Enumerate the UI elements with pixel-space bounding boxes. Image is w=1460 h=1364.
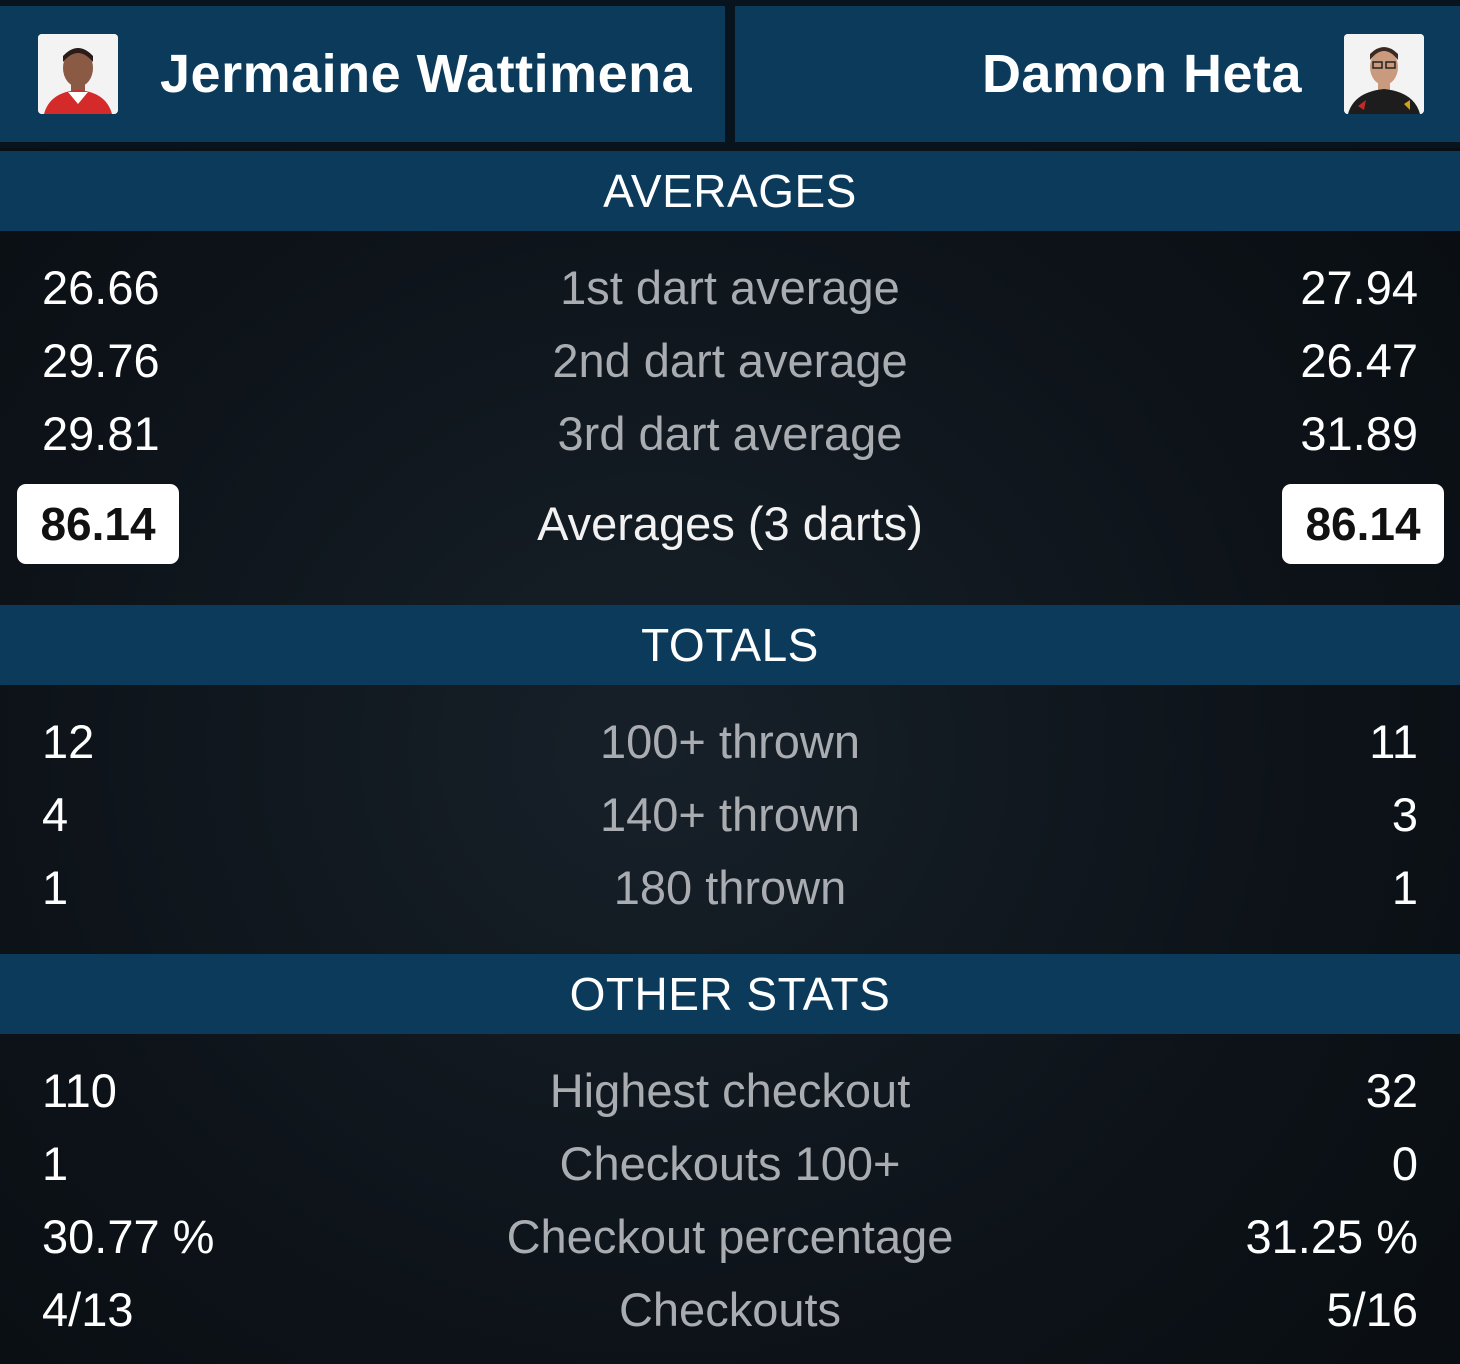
left-value: 26.66 (42, 261, 160, 314)
left-value: 110 (42, 1064, 117, 1117)
player-photo-icon (1344, 34, 1424, 114)
right-value: 3 (1391, 788, 1418, 841)
right-value: 31.25 % (1245, 1210, 1418, 1263)
stat-label: Checkouts (618, 1283, 842, 1336)
stat-row-180-thrown: 1 180 thrown 1 (0, 851, 1460, 924)
left-value: 29.81 (42, 407, 160, 460)
stat-label: 1st dart average (560, 261, 900, 314)
right-value: 32 (1365, 1064, 1418, 1117)
stat-row-checkouts: 4/13 Checkouts 5/16 (0, 1273, 1460, 1346)
stat-label: 2nd dart average (552, 334, 908, 387)
left-value: 29.76 (42, 334, 160, 387)
stat-label: 140+ thrown (600, 788, 860, 841)
left-value: 30.77 % (42, 1210, 215, 1263)
right-value: 1 (1391, 861, 1418, 914)
left-value: 4 (42, 788, 69, 841)
right-value: 5/16 (1326, 1283, 1418, 1336)
stat-row-3rd-dart-average: 29.81 3rd dart average 31.89 (0, 397, 1460, 470)
left-value: 4/13 (42, 1283, 134, 1336)
stat-row-140-thrown: 4 140+ thrown 3 (0, 778, 1460, 851)
stat-row-2nd-dart-average: 29.76 2nd dart average 26.47 (0, 324, 1460, 397)
right-value: 11 (1369, 715, 1418, 768)
stat-label: Highest checkout (549, 1064, 911, 1117)
player-photo-icon (38, 34, 118, 114)
left-average-badge: 86.14 (17, 484, 179, 564)
stat-row-3-dart-average: 86.14 Averages (3 darts) 86.14 (0, 484, 1460, 564)
section-totals-header: TOTALS (0, 605, 1460, 685)
player-left-avatar (38, 34, 118, 114)
right-value: 26.47 (1300, 334, 1418, 387)
player-right-avatar (1344, 34, 1424, 114)
stat-label: 180 thrown (613, 861, 847, 914)
section-averages-header: AVERAGES (0, 151, 1460, 231)
stat-label: Checkout percentage (506, 1210, 954, 1263)
right-average-badge: 86.14 (1282, 484, 1444, 564)
right-value: 27.94 (1300, 261, 1418, 314)
section-other-stats-header: OTHER STATS (0, 954, 1460, 1034)
player-left-panel[interactable]: Jermaine Wattimena (0, 6, 725, 142)
right-value: 31.89 (1300, 407, 1418, 460)
player-left-name: Jermaine Wattimena (160, 44, 693, 104)
left-value: 1 (42, 1137, 69, 1190)
stat-row-checkouts-100: 1 Checkouts 100+ 0 (0, 1127, 1460, 1200)
stat-label: 3rd dart average (557, 407, 903, 460)
stat-row-highest-checkout: 110 Highest checkout 32 (0, 1054, 1460, 1127)
stat-label: 100+ thrown (600, 715, 860, 768)
stat-row-100-thrown: 12 100+ thrown 11 (0, 705, 1460, 778)
player-right-name: Damon Heta (981, 44, 1302, 104)
left-value: 12 (42, 715, 95, 768)
right-value: 0 (1391, 1137, 1418, 1190)
stat-row-1st-dart-average: 26.66 1st dart average 27.94 (0, 251, 1460, 324)
stat-row-checkout-percentage: 30.77 % Checkout percentage 31.25 % (0, 1200, 1460, 1273)
player-right-panel[interactable]: Damon Heta (735, 6, 1460, 142)
left-value: 1 (42, 861, 69, 914)
stat-label: Averages (3 darts) (537, 497, 923, 550)
match-header: Jermaine Wattimena Damon Heta (0, 0, 1460, 148)
stat-label: Checkouts 100+ (559, 1137, 901, 1190)
